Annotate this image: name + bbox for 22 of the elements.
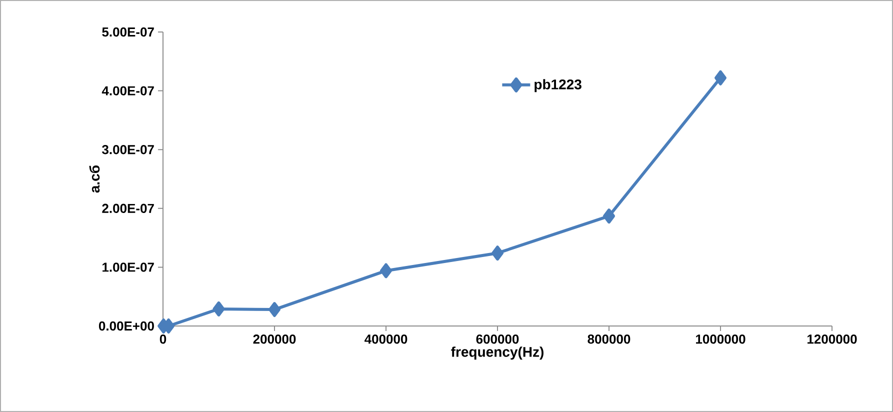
y-tick-label: 4.00E-07 bbox=[102, 86, 154, 96]
x-tick-label: 1200000 bbox=[808, 334, 857, 344]
y-axis-title: a.cб bbox=[89, 166, 100, 193]
y-tick-label: 3.00E-07 bbox=[102, 144, 154, 154]
y-tick-label: 2.00E-07 bbox=[102, 204, 154, 213]
x-tick-label: 200000 bbox=[253, 334, 296, 344]
point bbox=[492, 246, 504, 261]
x-tick-label: 0 bbox=[160, 334, 166, 344]
point bbox=[380, 263, 392, 278]
y-tick-label: 0.00E+00 bbox=[98, 321, 154, 331]
x-tick-label: 800000 bbox=[588, 334, 630, 344]
x-tick-label: 600000 bbox=[476, 334, 519, 344]
x-tick-label: 1000000 bbox=[696, 334, 746, 344]
x-axis-title: frequency(Hz) bbox=[451, 346, 544, 360]
y-tick-label: 5.00E-07 bbox=[102, 27, 154, 37]
point bbox=[714, 70, 727, 86]
point bbox=[603, 208, 616, 224]
y-tick-label: 1.00E-07 bbox=[102, 262, 154, 272]
x-tick-label: 400000 bbox=[364, 334, 408, 344]
legend-label: pb1223 bbox=[534, 79, 582, 92]
point bbox=[212, 301, 225, 316]
point bbox=[268, 302, 281, 318]
